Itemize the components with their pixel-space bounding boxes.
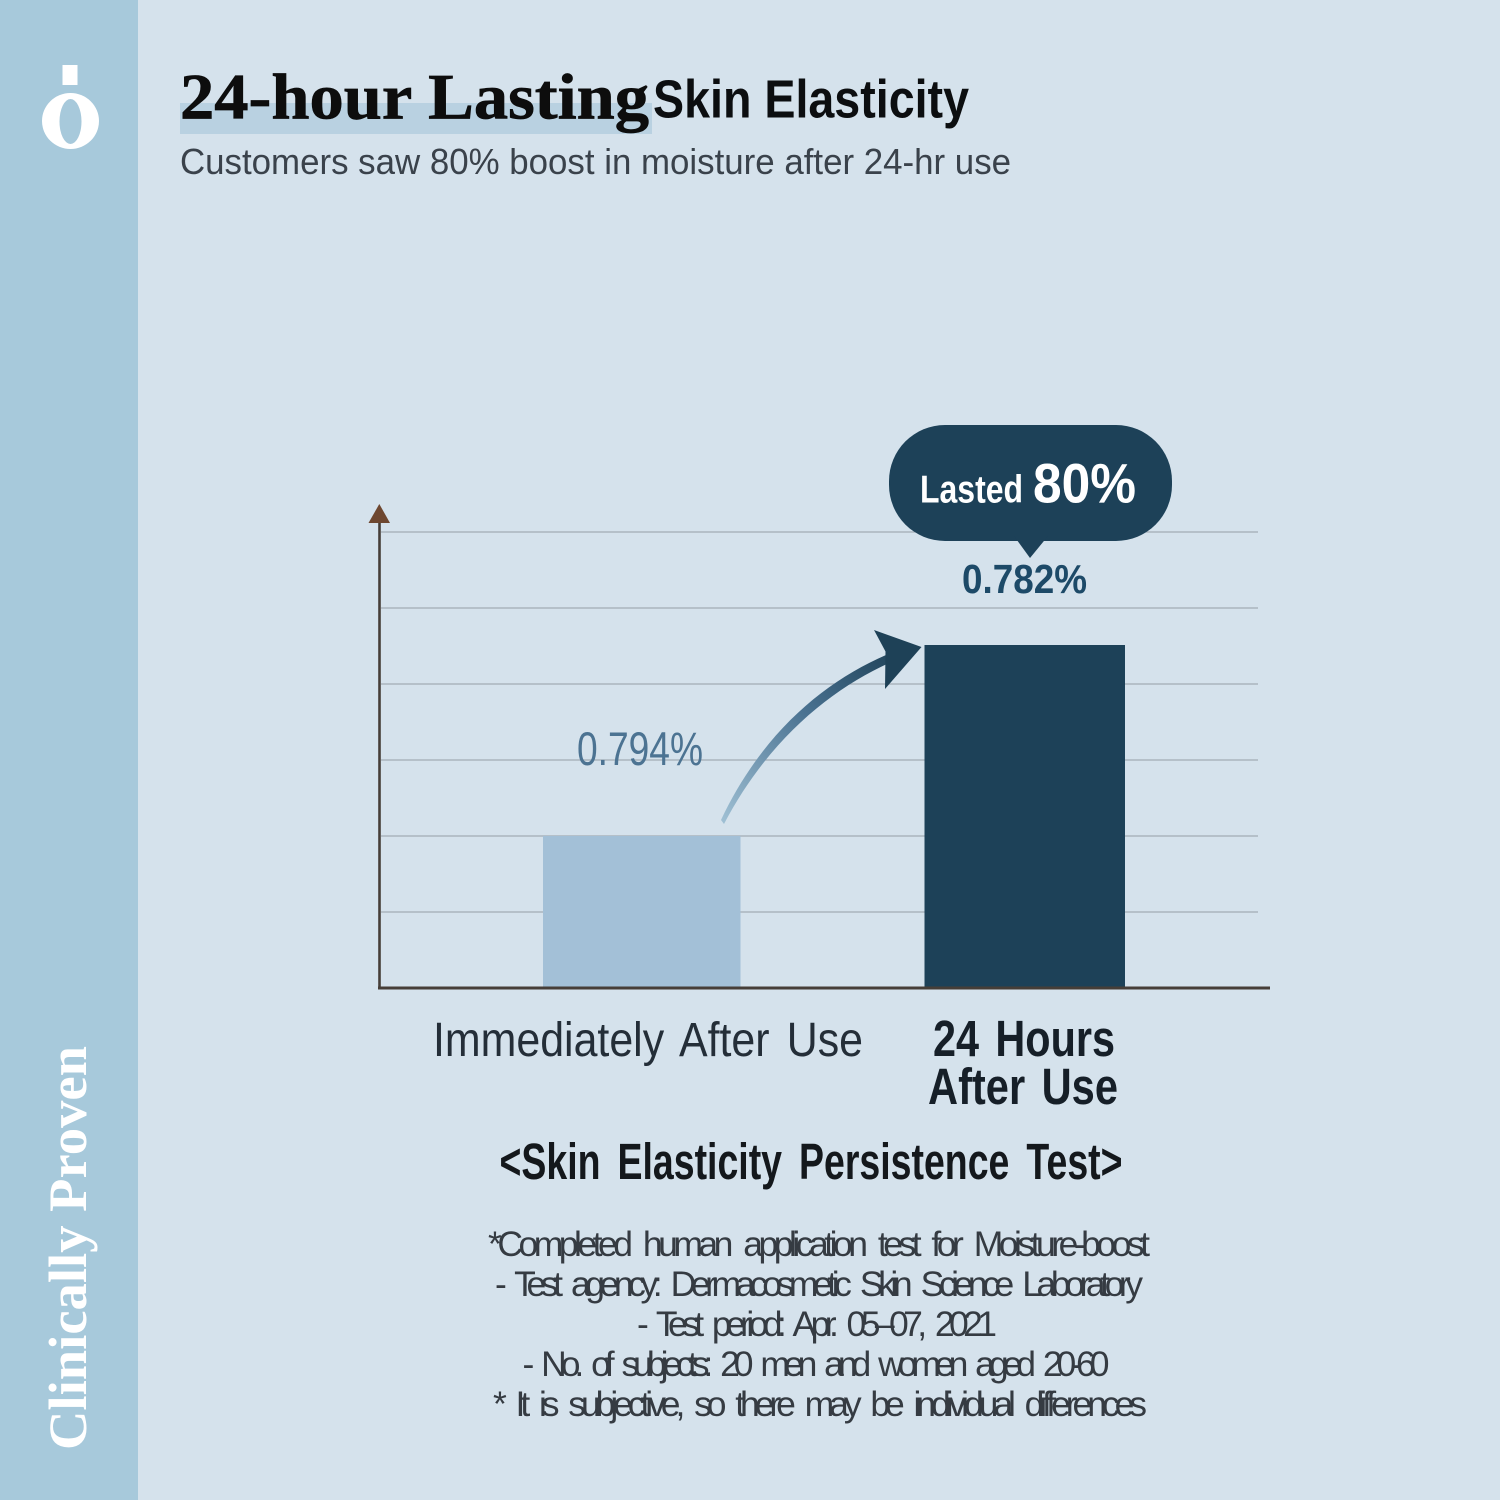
svg-text:- Test agency: Dermacosmetic S: - Test agency: Dermacosmetic Skin Scienc… [495,1264,1143,1304]
svg-text:Skin Elasticity: Skin Elasticity [653,71,969,130]
svg-text:After Use: After Use [928,1058,1118,1115]
svg-text:- No. of subjects: 20 men and: - No. of subjects: 20 men and women aged… [523,1344,1110,1384]
svg-text:Immediately After Use: Immediately After Use [433,1013,863,1067]
svg-text:* It is subjective, so there m: * It is subjective, so there may be indi… [493,1384,1147,1424]
svg-text:Lasted: Lasted [920,469,1023,512]
svg-text:24 Hours: 24 Hours [933,1010,1115,1067]
svg-text:0.794%: 0.794% [577,723,703,776]
svg-text:<Skin Elasticity Persistence T: <Skin Elasticity Persistence Test> [500,1133,1123,1190]
svg-text:*Completed human application t: *Completed human application test for Mo… [488,1224,1150,1264]
svg-text:0.782%: 0.782% [962,556,1087,602]
svg-text:- Test period: Apr. 05–07, 202: - Test period: Apr. 05–07, 2021 [637,1304,997,1344]
svg-text:Clinically Proven: Clinically Proven [38,1046,98,1450]
svg-text:24-hour Lasting: 24-hour Lasting [180,62,649,134]
svg-text:Customers saw 80% boost in moi: Customers saw 80% boost in moisture afte… [180,141,1011,182]
svg-text:80%: 80% [1033,452,1136,515]
